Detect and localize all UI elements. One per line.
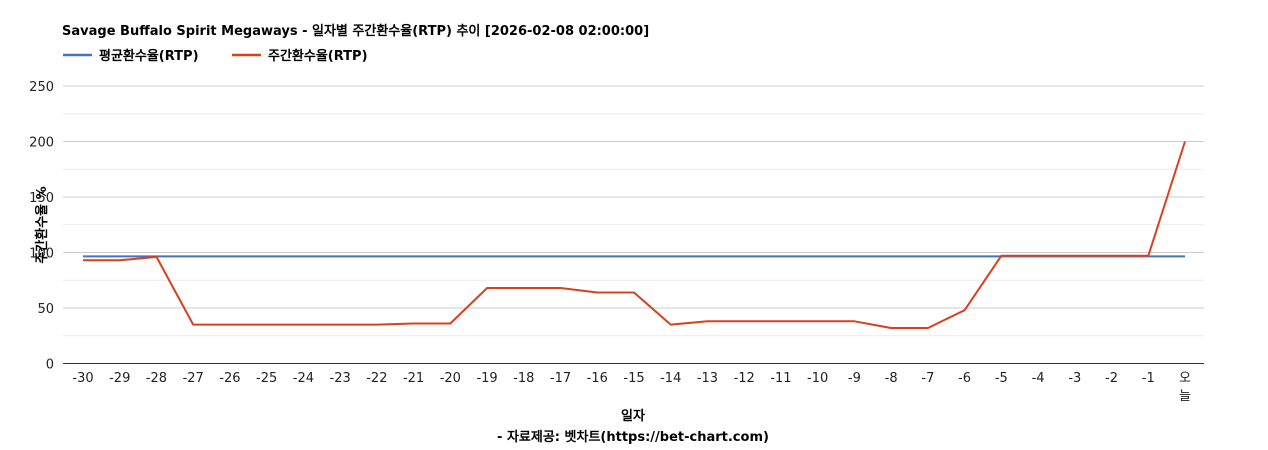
- chart-title: Savage Buffalo Spirit Megaways - 일자별 주간환…: [62, 23, 649, 39]
- x-tick-label: -22: [366, 371, 387, 386]
- x-tick-label: -10: [807, 371, 828, 386]
- x-tick-label: -8: [885, 371, 898, 386]
- x-axis-ticks: -30 -29 -28 -27 -26 -25 -24 -23 -22 -21 -20 -19 -18 -…: [72, 371, 1191, 404]
- x-tick-label: -5: [995, 371, 1008, 386]
- x-tick-label: -14: [660, 371, 681, 386]
- x-tick-label: -25: [256, 371, 277, 386]
- grid-lines: [63, 85, 1204, 337]
- x-tick-label: -30: [72, 371, 93, 386]
- x-tick-label: -11: [770, 371, 791, 386]
- series-line-weekly-rtp[interactable]: [83, 141, 1186, 329]
- x-tick-label: -7: [921, 371, 934, 386]
- source-credit: - 자료제공: 벳차트(https://bet-chart.com): [497, 429, 769, 445]
- y-axis-title: 주간환수율 %: [34, 186, 50, 263]
- x-tick-label: -28: [146, 371, 167, 386]
- x-tick-label: -16: [587, 371, 608, 386]
- y-axis-ticks: 0 50 100 150 200 250: [29, 80, 54, 373]
- x-tick-label: -24: [293, 371, 314, 386]
- y-tick-label: 150: [29, 191, 54, 206]
- x-tick-label: -13: [697, 371, 718, 386]
- x-tick-label: -21: [403, 371, 424, 386]
- x-tick-label: -6: [958, 371, 971, 386]
- x-tick-label: -19: [476, 371, 497, 386]
- y-tick-label: 100: [29, 247, 54, 262]
- x-tick-label: -9: [848, 371, 861, 386]
- x-tick-label: -27: [183, 371, 204, 386]
- series-lines: [83, 141, 1186, 329]
- x-tick-label: -4: [1032, 371, 1045, 386]
- x-tick-label: -18: [513, 371, 534, 386]
- legend: 평균환수율(RTP) 주간환수율(RTP): [63, 48, 368, 64]
- y-tick-label: 50: [37, 302, 54, 317]
- legend-label-average[interactable]: 평균환수율(RTP): [99, 48, 199, 64]
- x-tick-label: -15: [623, 371, 644, 386]
- legend-label-weekly[interactable]: 주간환수율(RTP): [268, 48, 368, 64]
- x-axis-title: 일자: [621, 409, 645, 424]
- y-tick-label: 250: [29, 80, 54, 95]
- y-tick-label: 200: [29, 136, 54, 151]
- x-tick-label: -2: [1105, 371, 1118, 386]
- x-tick-label: -12: [734, 371, 755, 386]
- y-tick-label: 0: [46, 358, 54, 373]
- x-tick-label: -17: [550, 371, 571, 386]
- x-tick-label: -23: [330, 371, 351, 386]
- x-tick-label: -26: [219, 371, 240, 386]
- x-tick-label: -1: [1142, 371, 1155, 386]
- x-tick-label: -20: [440, 371, 461, 386]
- x-tick-label: -3: [1068, 371, 1081, 386]
- x-tick-label: -29: [109, 371, 130, 386]
